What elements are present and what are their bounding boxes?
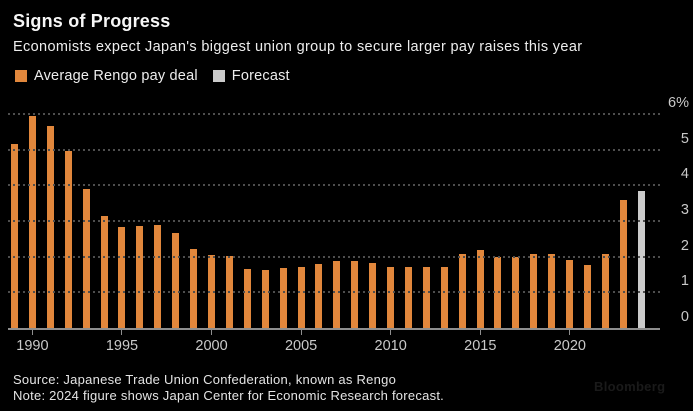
legend-item-average-rengo-pay-deal: Average Rengo pay deal [15,68,198,84]
bar-2006 [315,264,323,328]
bar-1998 [172,233,180,328]
x-axis-tick-2015 [479,330,481,335]
bar-2010 [387,266,395,328]
x-axis-label-2015: 2015 [464,338,497,354]
bar-2009 [369,262,377,328]
bar-2020 [566,260,574,328]
bar-1990 [28,116,36,328]
bar-2012 [422,266,430,328]
gridline-4pct [8,184,660,187]
bar-2024-forecast [637,190,645,328]
bar-1994 [100,216,108,328]
y-axis-label-5: 5 [680,130,689,147]
gridline-3pct [8,220,660,222]
footer-text: Source: Japanese Trade Union Confederati… [13,372,444,404]
x-axis-tick-2020 [569,330,571,335]
x-axis-label-1995: 1995 [105,338,139,354]
x-axis-tick-2005 [300,330,302,335]
bloomberg-watermark: Bloomberg [594,379,666,394]
x-axis-tick-2000 [211,330,213,335]
y-axis-label-2: 2 [680,237,689,254]
bar-2003 [261,269,269,328]
bar-2007 [333,261,341,328]
bar-2000 [207,254,215,328]
bar-2022 [601,254,609,328]
legend-swatch-orange-icon [15,70,27,82]
x-axis-tick-1990 [31,330,33,335]
x-axis-label-2000: 2000 [195,338,228,354]
bars: 1990 1995 2000 2005 2010 2015 2020 [11,114,645,354]
bar-1996 [136,226,144,328]
x-axis-baseline [8,328,660,330]
y-axis-label-3: 3 [680,202,689,218]
bar-1989 [11,143,18,328]
bar-2021 [584,264,591,328]
bar-1999 [190,249,198,328]
legend: Average Rengo pay deal Forecast [15,68,290,84]
bar-2011 [404,267,412,328]
bar-1991 [46,126,54,328]
gridline-5pct [8,148,660,151]
gridline-1pct [8,291,660,294]
y-axis-label-1: 1 [680,273,689,290]
bar-2018 [530,254,538,328]
bar-2023 [619,200,627,328]
bar-2013 [440,267,448,328]
x-axis-tick-2010 [390,330,392,335]
chart-subtitle: Economists expect Japan's biggest union … [13,39,583,55]
legend-swatch-gray-icon [212,70,225,82]
bar-2015 [476,249,484,328]
y-axis-labels: 6% 5 4 3 2 1 0 [658,95,689,328]
bar-1997 [154,224,162,328]
y-axis-label-4: 4 [680,166,689,183]
legend-item-forecast: Forecast [212,68,290,84]
bar-2014 [458,254,466,328]
legend-label: Average Rengo pay deal [34,68,198,84]
bar-1992 [64,151,72,328]
y-axis-label-0: 0 [680,309,689,325]
bar-2002 [243,268,251,328]
bar-1995 [118,227,126,328]
source-text: Source: Japanese Trade Union Confederati… [13,372,397,387]
bar-2019 [548,254,556,328]
x-axis-label-1990: 1990 [16,338,49,354]
note-text: Note: 2024 figure shows Japan Center for… [13,388,445,403]
y-axis-label-6: 6% [668,95,689,111]
x-axis-label-2005: 2005 [284,338,318,354]
x-axis-label-2020: 2020 [553,338,586,354]
gridline-2pct [8,255,660,258]
bar-2008 [351,260,359,328]
bar-2005 [297,267,305,328]
gridline-6pct [8,113,660,115]
x-axis-tick-1995 [121,330,123,335]
bar-1993 [82,189,90,328]
plot-area: 1990 1995 2000 2005 2010 2015 2020 [8,113,660,354]
legend-label: Forecast [231,68,290,84]
x-axis-label-2010: 2010 [374,338,407,354]
chart-title: Signs of Progress [13,11,171,31]
bar-2004 [279,268,287,328]
